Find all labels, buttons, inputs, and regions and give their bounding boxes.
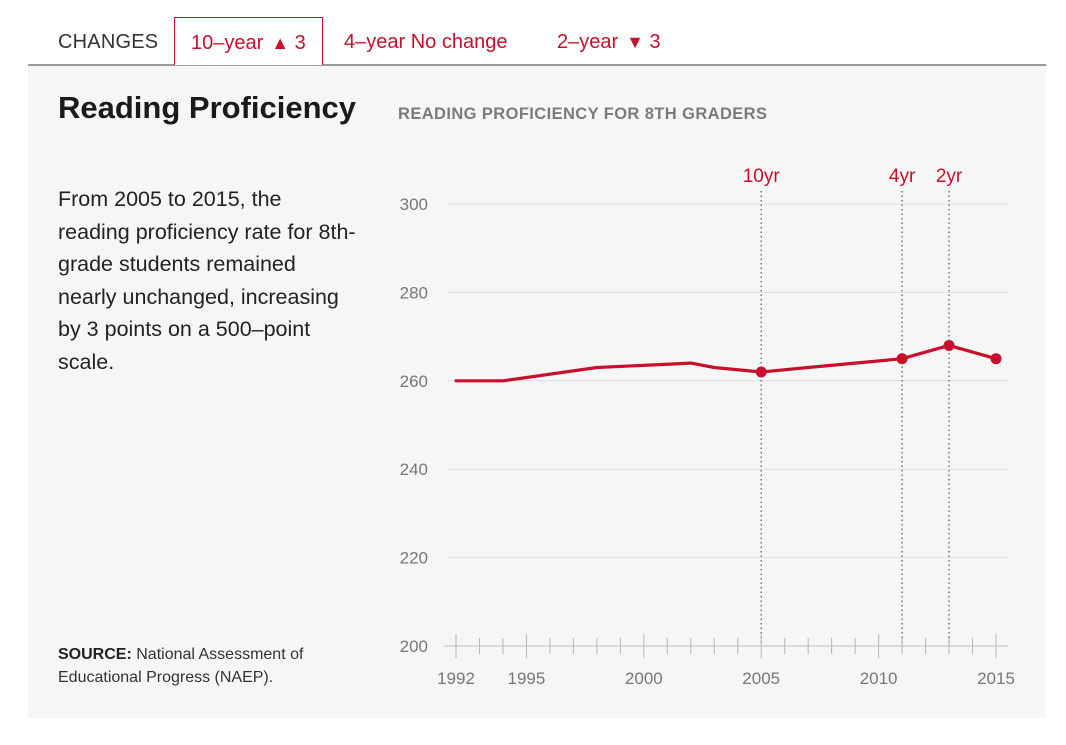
line-chart: 10yr 4yr 2yr 1992 1995 2000 2005 2010 2015 2002… (400, 166, 1015, 688)
changes-tab-bar: CHANGES 10–year ▲ 3 4–year No change 2–ye… (28, 0, 1046, 66)
data-points (755, 339, 1002, 378)
tab-2-year-value: 3 (649, 31, 661, 53)
reference-label-2yr: 2yr (936, 166, 963, 187)
gridlines (448, 203, 1008, 559)
data-point-2015 (990, 353, 1002, 365)
tab-4-year-label: 4–year No change (344, 31, 508, 53)
tab-10-year-label: 10–year (191, 32, 264, 54)
tab-10-year[interactable]: 10–year ▲ 3 (174, 17, 323, 65)
chart-title: READING PROFICIENCY FOR 8TH GRADERS (398, 105, 768, 123)
data-point-2011 (896, 353, 908, 365)
source-label: SOURCE: (58, 646, 132, 663)
tab-2-year[interactable]: 2–year ▼ 3 (541, 17, 677, 64)
y-tick-label-280: 280 (400, 283, 428, 302)
y-tick-labels: 200 220 240 260 280 300 (400, 195, 428, 656)
series-polyline (454, 343, 998, 383)
tab-10-year-value: 3 (294, 32, 306, 54)
y-tick-label-240: 240 (400, 460, 428, 479)
y-tick-label-220: 220 (400, 549, 428, 568)
y-tick-label-300: 300 (400, 195, 428, 214)
data-point-2013 (943, 339, 955, 351)
description: From 2005 to 2015, the reading proficien… (58, 187, 356, 374)
down-triangle-icon: ▼ (626, 32, 644, 52)
data-point-2005 (755, 366, 767, 378)
reference-lines: 10yr 4yr 2yr (743, 166, 963, 646)
x-tick-label-1992: 1992 (437, 669, 475, 688)
source-note: SOURCE: National Assessment of Education… (58, 643, 358, 689)
x-tick-label-2010: 2010 (860, 669, 898, 688)
source-text: National Assessment of Educational Progr… (58, 646, 304, 686)
changes-label: CHANGES (58, 31, 159, 53)
reference-label-10yr: 10yr (743, 166, 781, 187)
x-tick-label-2005: 2005 (742, 669, 780, 688)
x-tick-label-1995: 1995 (508, 669, 546, 688)
x-tick-label-2015: 2015 (977, 669, 1015, 688)
reference-label-4yr: 4yr (889, 166, 916, 187)
y-tick-label-200: 200 (400, 637, 428, 656)
tab-2-year-label: 2–year (557, 31, 619, 53)
x-axis: 1992 1995 2000 2005 2010 2015 (437, 634, 1015, 688)
headline: Reading Proficiency (58, 90, 357, 125)
up-triangle-icon: ▲ (271, 33, 290, 53)
tab-4-year[interactable]: 4–year No change (328, 17, 523, 64)
x-tick-label-2000: 2000 (625, 669, 663, 688)
content-panel: Reading Proficiency From 2005 to 2015, t… (28, 66, 1046, 718)
y-tick-label-260: 260 (400, 372, 428, 391)
series-line (454, 343, 998, 383)
